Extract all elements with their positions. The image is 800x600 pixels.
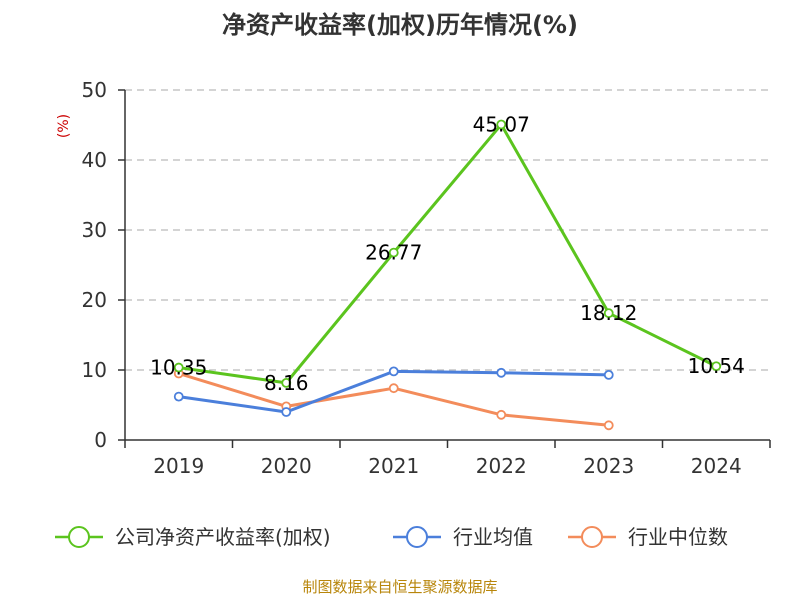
x-tick-label: 2020: [261, 454, 312, 478]
data-point: [603, 308, 614, 319]
data-point: [496, 367, 507, 378]
y-tick-label: 20: [82, 288, 107, 312]
legend-label: 行业均值: [453, 525, 533, 549]
data-point: [603, 369, 614, 380]
data-point: [388, 366, 399, 377]
y-tick-label: 0: [94, 428, 107, 452]
y-tick-label: 10: [82, 358, 107, 382]
legend-marker: [68, 526, 90, 548]
data-point: [496, 119, 507, 130]
data-point: [388, 383, 399, 394]
data-point: [496, 409, 507, 420]
source-note: 制图数据来自恒生聚源数据库: [302, 578, 497, 596]
x-tick-label: 2019: [153, 454, 204, 478]
y-axis-unit: (%): [56, 114, 72, 138]
data-point: [281, 407, 292, 417]
legend-label: 行业中位数: [628, 525, 728, 549]
data-point: [603, 420, 614, 431]
series-group: [173, 119, 722, 431]
series-line: [178, 123, 717, 385]
legend-marker: [581, 526, 603, 548]
series-line: [178, 372, 609, 427]
x-tick-label: 2023: [583, 454, 634, 478]
data-point: [173, 362, 184, 373]
y-tick-label: 30: [82, 218, 107, 242]
legend[interactable]: 公司净资产收益率(加权) 行业均值 行业中位数: [55, 525, 728, 549]
data-point: [711, 361, 722, 372]
data-point: [281, 377, 292, 388]
data-labels: 10.35 8.16 26.77 45.07 18.12 10.54: [150, 113, 745, 395]
data-label: 45.07: [473, 113, 530, 137]
x-tick-label: 2024: [691, 454, 742, 478]
data-point: [388, 247, 399, 258]
legend-label: 公司净资产收益率(加权): [115, 525, 331, 549]
x-tick-label: 2021: [368, 454, 419, 478]
data-label: 26.77: [365, 241, 422, 265]
data-point: [173, 391, 184, 402]
data-label: 18.12: [580, 301, 637, 325]
x-tick-label: 2022: [476, 454, 527, 478]
data-label: 10.54: [688, 354, 745, 378]
data-label: 10.35: [150, 356, 207, 380]
grid-lines: [125, 89, 770, 371]
legend-marker: [406, 526, 428, 548]
tick-labels: 0 10 20 30 40 50 2019 2020 2021 2022 2023 2024: [82, 78, 742, 478]
y-tick-label: 40: [82, 148, 107, 172]
axes: [118, 89, 771, 448]
data-label: 8.16: [264, 371, 309, 395]
y-tick-label: 50: [82, 78, 107, 102]
chart-title: 净资产收益率(加权)历年情况(%): [222, 11, 578, 39]
